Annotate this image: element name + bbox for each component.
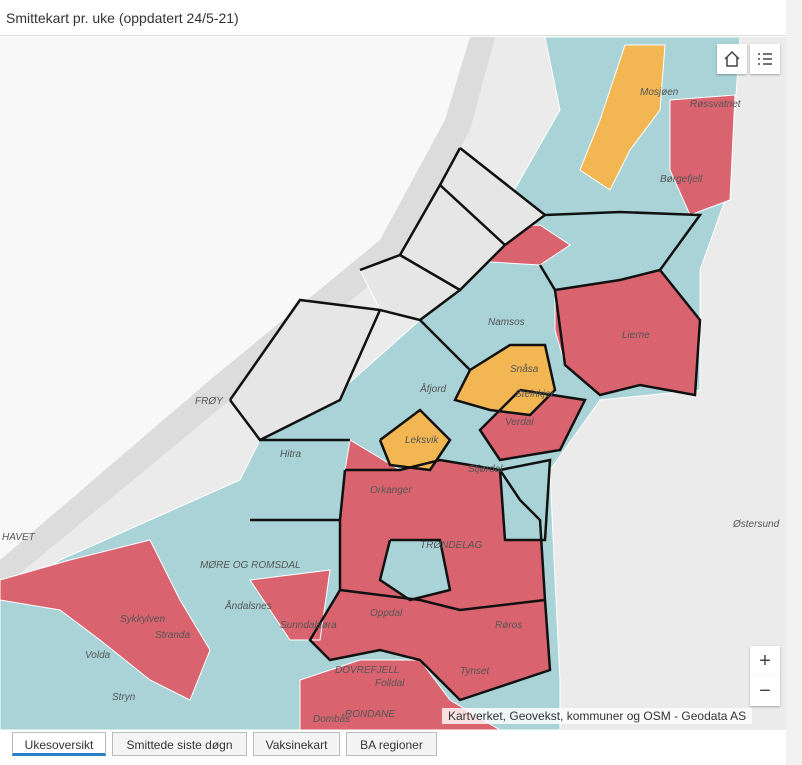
place-label: Tynset	[460, 666, 490, 677]
map: Mosjøen Røssvatnet Børgefjell Namsos Snåsa St…	[0, 37, 786, 730]
place-label: Verdal	[505, 417, 534, 428]
place-label: TRØNDELAG	[420, 540, 482, 551]
place-label: Mosjøen	[640, 87, 679, 98]
zoom-out[interactable]: −	[750, 676, 780, 706]
place-label: Sunndalsøra	[280, 620, 337, 631]
place-label: FRØY	[195, 396, 224, 407]
home-icon	[724, 50, 740, 67]
place-label: Folldal	[375, 678, 405, 689]
place-label: Dombås	[313, 713, 350, 725]
place-label: Volda	[85, 650, 111, 661]
place-label: Stranda	[155, 630, 190, 641]
place-label: Stjørdal	[468, 464, 503, 475]
place-label: Sykkylven	[120, 614, 165, 625]
tab[interactable]: Vaksinekart	[253, 732, 340, 756]
place-label: Åfjord	[419, 382, 447, 395]
place-label: DOVREFJELL	[335, 665, 399, 676]
place-label: Østersund	[732, 519, 780, 530]
attribution: Kartverket, Geovekst, kommuner og OSM - …	[442, 708, 753, 724]
place-label: Snåsa	[510, 363, 539, 375]
home-button[interactable]	[717, 44, 747, 74]
place-label: HAVET	[2, 532, 36, 543]
place-label: Leksvik	[405, 435, 439, 446]
place-label: Åndalsnes	[224, 599, 272, 612]
zoom-in[interactable]: +	[750, 646, 780, 676]
layer-list-button[interactable]	[750, 44, 780, 74]
place-label: Orkanger	[370, 485, 412, 496]
place-label: Oppdal	[370, 608, 403, 619]
tab[interactable]: Ukesoversikt	[12, 732, 106, 756]
title: Smittekart pr. uke (oppdatert 24/5-21)	[0, 0, 786, 36]
tab[interactable]: Smittede siste døgn	[112, 732, 247, 756]
list-icon	[758, 53, 772, 65]
place-label: Røssvatnet	[690, 99, 742, 110]
place-label: Namsos	[488, 317, 525, 328]
scrollbar	[786, 0, 802, 765]
tab[interactable]: BA regioner	[346, 732, 437, 756]
place-label: Hitra	[280, 449, 302, 460]
place-label: Lierne	[622, 330, 650, 341]
place-label: RONDANE	[345, 709, 395, 720]
place-label: Børgefjell	[660, 174, 703, 185]
place-label: Stryn	[112, 692, 136, 703]
place-label: MØRE OG ROMSDAL	[200, 560, 301, 571]
place-label: Røros	[495, 620, 522, 631]
place-label: Steinkjer	[515, 389, 555, 400]
